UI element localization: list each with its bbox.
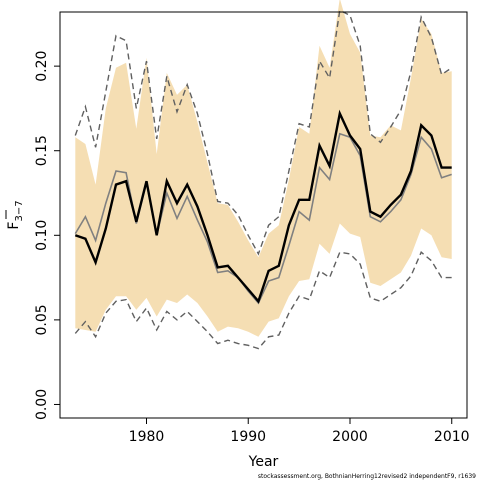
- y-tick-label: 0.10: [34, 220, 50, 251]
- y-axis-title: F3−7: [5, 200, 25, 230]
- x-tick-label: 1980: [129, 429, 165, 445]
- x-axis-title: Year: [248, 454, 279, 470]
- y-tick-label: 0.20: [34, 51, 50, 82]
- previous-upper-ci-line: [74, 9, 453, 256]
- x-tick-label: 2010: [434, 429, 470, 445]
- x-tick-label: 2000: [332, 429, 368, 445]
- plot-frame: [59, 11, 468, 419]
- y-axis-title-subscript: 3−7: [14, 200, 25, 221]
- y-tick-label: 0.15: [34, 135, 50, 166]
- previous-lower-ci-line: [74, 251, 452, 350]
- y-axis-title-main: F: [6, 222, 22, 230]
- y-axis: 0.00 0.05 0.10 0.15 0.20: [34, 51, 60, 420]
- estimate-line: [74, 109, 452, 304]
- series-line-layer: [74, 9, 453, 350]
- y-tick-label: 0.05: [34, 304, 50, 335]
- x-axis: 1980 1990 2000 2010: [129, 418, 470, 445]
- credit-text: stockassessment.org, BothnianHerring12re…: [258, 473, 476, 480]
- x-tick-label: 1990: [230, 429, 266, 445]
- svg-text:F3−7: F3−7: [6, 200, 25, 229]
- y-tick-label: 0.00: [34, 389, 50, 420]
